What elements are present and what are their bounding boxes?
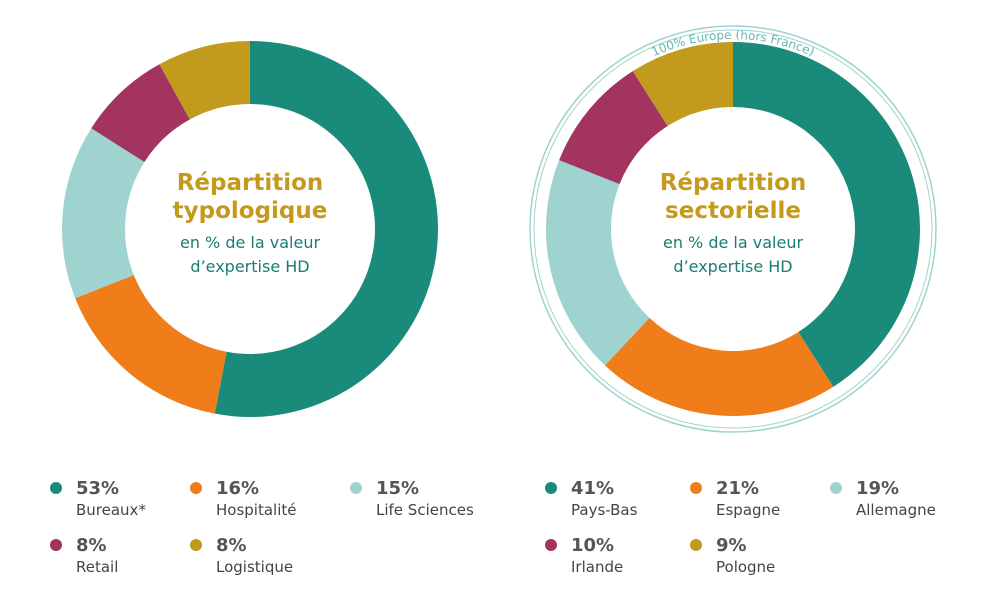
legend-label: Bureaux* <box>76 501 146 519</box>
legend-label: Allemagne <box>856 501 936 519</box>
slice <box>75 275 227 414</box>
slice <box>214 41 438 417</box>
legend-label: Espagne <box>716 501 780 519</box>
legend-value: 53% <box>76 478 119 499</box>
legend-label: Hospitalité <box>216 501 296 519</box>
legend-dot <box>545 539 557 551</box>
pie-subtitle: en % de la valeur d’expertise HD <box>179 233 321 276</box>
legend-dot <box>190 482 202 494</box>
legend-dot <box>830 482 842 494</box>
legend-value: 16% <box>216 478 259 499</box>
legend-dot <box>690 539 702 551</box>
pie-title: Répartition sectorielle <box>659 170 807 224</box>
outer-ring <box>529 25 937 433</box>
center-label: Répartition sectorielle en % de la valeur… <box>613 169 853 279</box>
legend-value: 10% <box>571 535 614 556</box>
pie-subtitle: en % de la valeur d’expertise HD <box>662 233 804 276</box>
legend-value: 21% <box>716 478 759 499</box>
legend-dot <box>190 539 202 551</box>
legend-dot <box>545 482 557 494</box>
center-text: Répartition sectorielle en % de la valeur… <box>613 169 853 279</box>
legend-dot <box>50 482 62 494</box>
slice <box>632 42 733 126</box>
center-text: Répartition typologique en % de la valeur… <box>130 169 370 279</box>
slice <box>604 317 834 416</box>
legend-label: Irlande <box>571 558 623 576</box>
slice <box>733 42 920 387</box>
legend-label: Pays-Bas <box>571 501 638 519</box>
legend-value: 15% <box>376 478 419 499</box>
legend-value: 8% <box>216 535 247 556</box>
slice <box>159 41 250 120</box>
legend-label: Pologne <box>716 558 775 576</box>
legend-value: 19% <box>856 478 899 499</box>
legend-value: 9% <box>716 535 747 556</box>
legend-value: 41% <box>571 478 614 499</box>
slice <box>559 71 668 185</box>
pie-title: Répartition typologique <box>172 170 328 224</box>
slice <box>91 64 190 163</box>
legend-label: Life Sciences <box>376 501 474 519</box>
legend-label: Logistique <box>216 558 293 576</box>
legend-dot <box>50 539 62 551</box>
legend-label: Retail <box>76 558 118 576</box>
center-label: Répartition typologique en % de la valeur… <box>130 169 370 279</box>
slice <box>62 128 145 299</box>
legend-dot <box>690 482 702 494</box>
legend-value: 8% <box>76 535 107 556</box>
slice <box>546 160 650 366</box>
outer-ring <box>533 29 933 429</box>
legend-dot <box>350 482 362 494</box>
